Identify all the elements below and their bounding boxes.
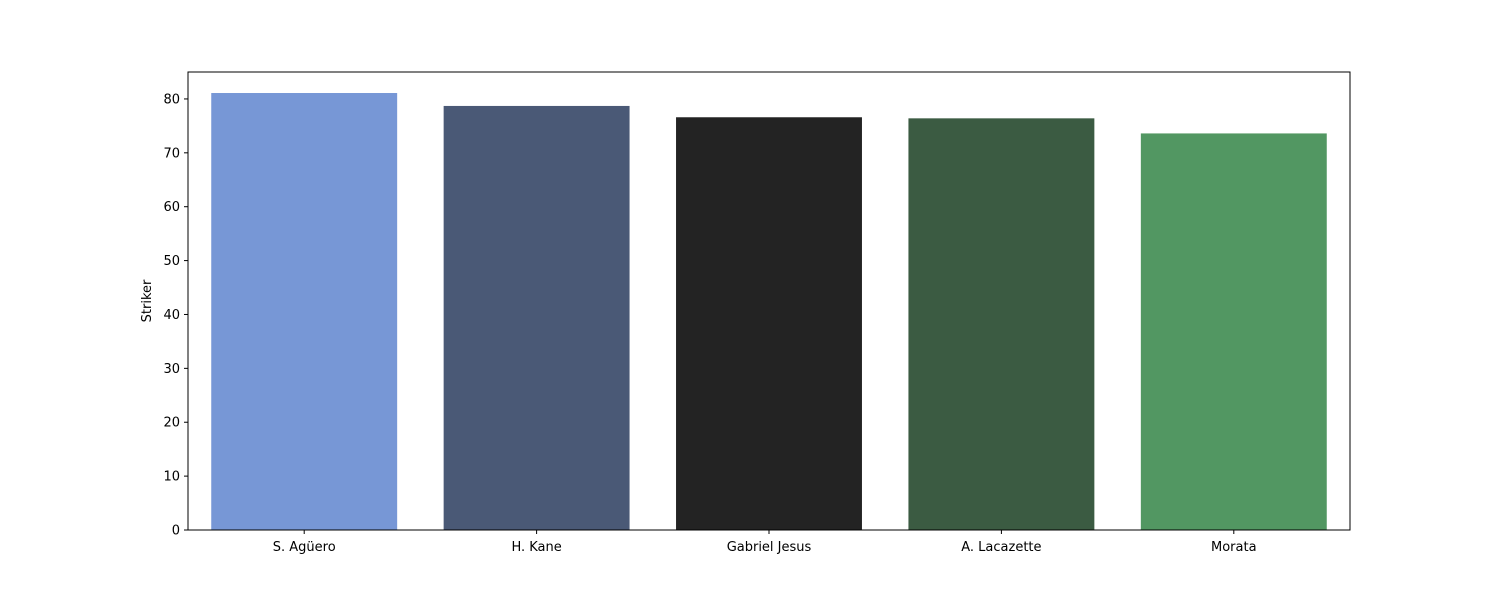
x-tick-label: S. Agüero	[273, 540, 336, 555]
x-tick-label: Gabriel Jesus	[727, 540, 812, 555]
y-axis-title: Striker	[140, 279, 155, 322]
y-tick-label: 20	[163, 416, 180, 431]
bars-group	[211, 93, 1327, 531]
y-tick-label: 70	[163, 146, 180, 161]
y-tick-label: 30	[163, 362, 180, 377]
y-tick-label: 0	[172, 524, 180, 539]
x-tick-label: A. Lacazette	[961, 540, 1041, 555]
y-tick-label: 50	[163, 254, 180, 269]
x-tick-label: Morata	[1211, 540, 1257, 555]
y-tick-label: 40	[163, 308, 180, 323]
bar-0	[211, 93, 398, 531]
bar-1	[443, 105, 630, 530]
y-tick-label: 60	[163, 200, 180, 215]
x-axis: S. Agüero H. Kane Gabriel Jesus A. Lacazett…	[273, 530, 1257, 555]
bar-3	[908, 118, 1095, 531]
bar-4	[1140, 133, 1327, 530]
y-tick-label: 10	[163, 470, 180, 485]
x-tick-label: H. Kane	[511, 540, 561, 555]
y-axis: 0 10 20 30 40 50 60 70 80	[163, 92, 188, 539]
bar-2	[676, 117, 862, 531]
y-tick-label: 80	[163, 92, 180, 107]
